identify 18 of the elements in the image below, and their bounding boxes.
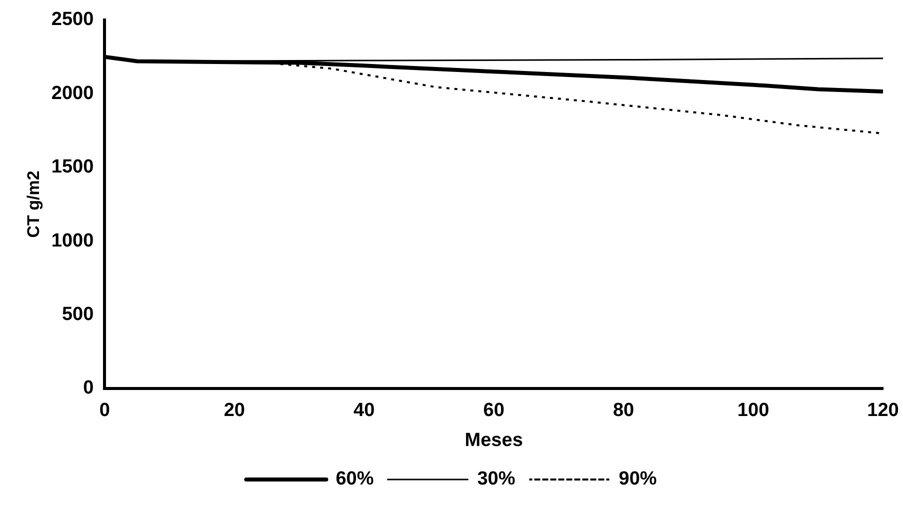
y-tick-label: 1500	[51, 156, 94, 178]
y-tick-label: 0	[83, 378, 94, 399]
x-tick-label: 80	[612, 400, 634, 422]
x-tick-label: 100	[737, 400, 770, 422]
x-tick-label: 20	[224, 400, 245, 422]
x-axis-title: Meses	[464, 430, 523, 451]
y-tick-label: 2000	[51, 82, 94, 104]
x-tick-label: 0	[99, 400, 110, 422]
y-axis-title: CT g/m2	[24, 170, 43, 238]
y-tick-label: 500	[62, 304, 94, 325]
y-tick-label: 1000	[51, 230, 94, 252]
legend-label: 60%	[336, 468, 374, 490]
x-tick-label: 40	[354, 400, 375, 422]
y-tick-label: 2500	[51, 9, 94, 30]
legend-label: 90%	[618, 468, 657, 490]
legend-label: 30%	[477, 468, 516, 490]
x-tick-label: 60	[483, 400, 504, 422]
x-tick-label: 120	[867, 400, 899, 422]
